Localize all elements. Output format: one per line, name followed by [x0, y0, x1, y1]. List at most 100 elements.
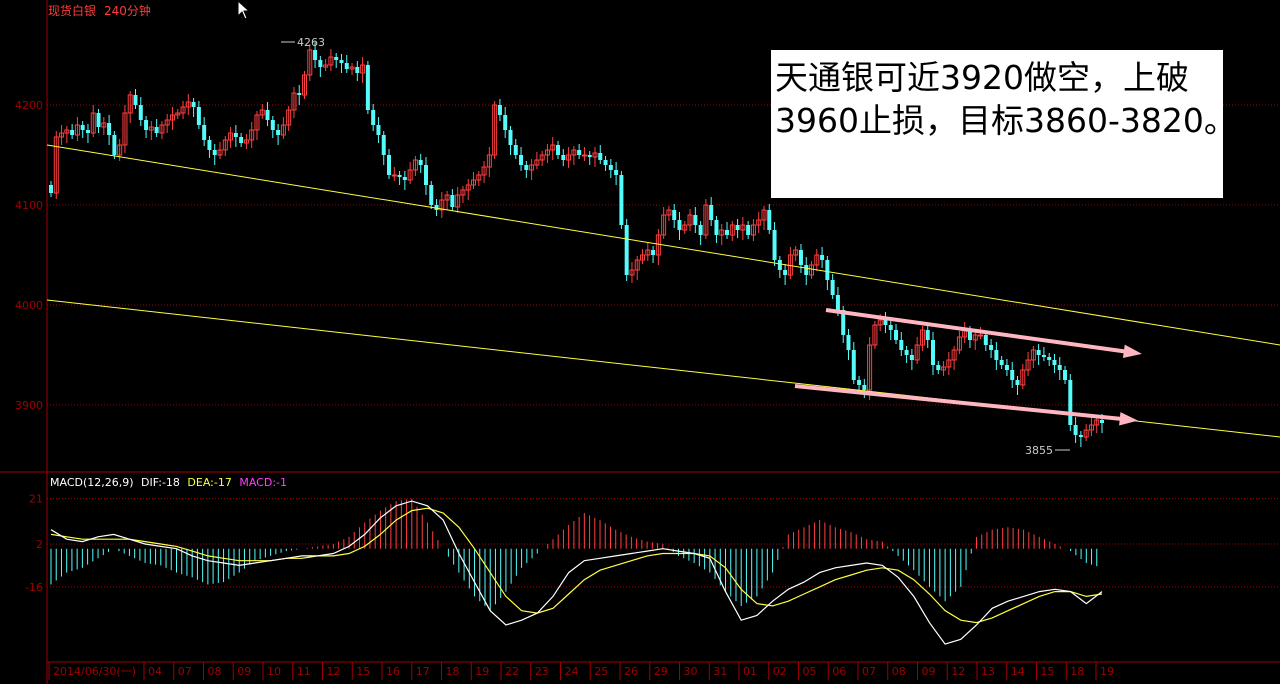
- candle-body: [270, 120, 275, 130]
- candle-body: [196, 107, 201, 125]
- candle-body: [64, 129, 70, 134]
- candle-body: [846, 335, 851, 350]
- candle-body: [857, 380, 862, 385]
- candle-body: [212, 150, 217, 155]
- time-tick-label: 12: [951, 665, 965, 678]
- candle-body: [767, 210, 772, 230]
- candle-body: [862, 385, 867, 390]
- candle-body: [450, 195, 455, 207]
- candle-body: [672, 210, 677, 220]
- candle-body: [793, 249, 799, 256]
- candle-body: [254, 114, 260, 131]
- candle-body: [619, 175, 624, 225]
- candle-body: [117, 144, 123, 156]
- candle-body: [904, 350, 909, 355]
- candle-body: [883, 320, 888, 325]
- candle-body: [313, 50, 318, 60]
- candle-body: [725, 230, 730, 235]
- candle-body: [746, 225, 751, 235]
- candle-body: [127, 94, 133, 114]
- candle-body: [1083, 429, 1089, 438]
- candle-body: [133, 95, 138, 105]
- time-tick-label: 2014/06/30(一): [53, 665, 136, 678]
- candle-body: [344, 63, 349, 69]
- candle-body: [519, 155, 524, 165]
- candle-body: [239, 137, 244, 143]
- candle-body: [476, 174, 482, 181]
- candle-body: [919, 329, 925, 346]
- time-tick-label: 30: [684, 665, 698, 678]
- candle-body: [387, 155, 392, 175]
- candle-body: [1094, 419, 1100, 426]
- candle-body: [608, 165, 613, 170]
- candle-body: [666, 209, 672, 216]
- candle-body: [524, 165, 529, 170]
- time-tick-label: 23: [535, 665, 549, 678]
- candle-body: [1015, 380, 1020, 385]
- candle-body: [465, 184, 471, 191]
- time-tick-label: 04: [148, 665, 162, 678]
- candle-body: [851, 350, 856, 380]
- candle-body: [191, 102, 196, 107]
- candle-body: [1036, 350, 1041, 355]
- candle-body: [74, 124, 80, 136]
- macd-dif: DIF:-18: [141, 476, 180, 489]
- candle-body: [1010, 370, 1015, 380]
- candle-body: [825, 260, 830, 280]
- candle-body: [556, 145, 561, 155]
- candle-body: [148, 126, 154, 131]
- candle-body: [1041, 355, 1046, 357]
- candle-body: [49, 185, 53, 193]
- time-tick-label: 24: [565, 665, 579, 678]
- time-tick-label: 17: [416, 665, 430, 678]
- candle-body: [90, 112, 96, 134]
- price-tick-label: 3900: [15, 399, 43, 412]
- candle-body: [614, 170, 619, 175]
- candle-body: [365, 65, 370, 110]
- candle-body: [994, 350, 999, 360]
- candle-body: [820, 255, 825, 260]
- candle-body: [777, 260, 782, 270]
- mouse-cursor-icon: [237, 0, 251, 20]
- candle-body: [207, 140, 212, 150]
- candle-body: [318, 60, 323, 67]
- candle-body: [70, 130, 75, 135]
- candle-body: [159, 124, 165, 134]
- candle-body: [899, 340, 904, 350]
- time-tick-label: 10: [267, 665, 281, 678]
- candle-body: [592, 152, 598, 158]
- candle-body: [740, 224, 746, 231]
- candle-body: [534, 159, 540, 166]
- candle-body: [381, 135, 386, 155]
- candle-body: [571, 149, 577, 156]
- period-label: 240分钟: [104, 4, 151, 18]
- candle-body: [761, 209, 767, 221]
- candle-body: [1030, 349, 1036, 361]
- candle-body: [228, 132, 234, 141]
- upper-channel-arrow-head: [1122, 344, 1142, 358]
- candle-body: [144, 120, 149, 130]
- candle-body: [894, 330, 899, 340]
- candle-body: [983, 335, 988, 345]
- candle-body: [936, 365, 941, 370]
- analysis-line-1: 天通银可近3920做空，上破: [775, 58, 1189, 97]
- candle-body: [804, 265, 809, 275]
- candle-body: [750, 224, 756, 236]
- candle-body: [297, 93, 302, 95]
- candle-body: [978, 334, 984, 337]
- time-tick-label: 08: [892, 665, 906, 678]
- price-tick-label: 4100: [15, 199, 43, 212]
- macd-legend: MACD(12,26,9) DIF:-18 DEA:-17 MACD:-1: [50, 476, 291, 489]
- lower-channel-arrow-head: [1119, 412, 1138, 426]
- candle-body: [503, 115, 508, 130]
- time-tick-label: 11: [297, 665, 311, 678]
- candle-body: [371, 110, 376, 125]
- candle-body: [529, 164, 535, 171]
- candle-body: [1047, 357, 1052, 360]
- candle-body: [783, 270, 788, 275]
- candle-body: [967, 330, 972, 340]
- candle-body: [101, 122, 107, 128]
- candle-body: [1057, 365, 1062, 370]
- time-tick-label: 22: [505, 665, 519, 678]
- candle-body: [492, 104, 498, 156]
